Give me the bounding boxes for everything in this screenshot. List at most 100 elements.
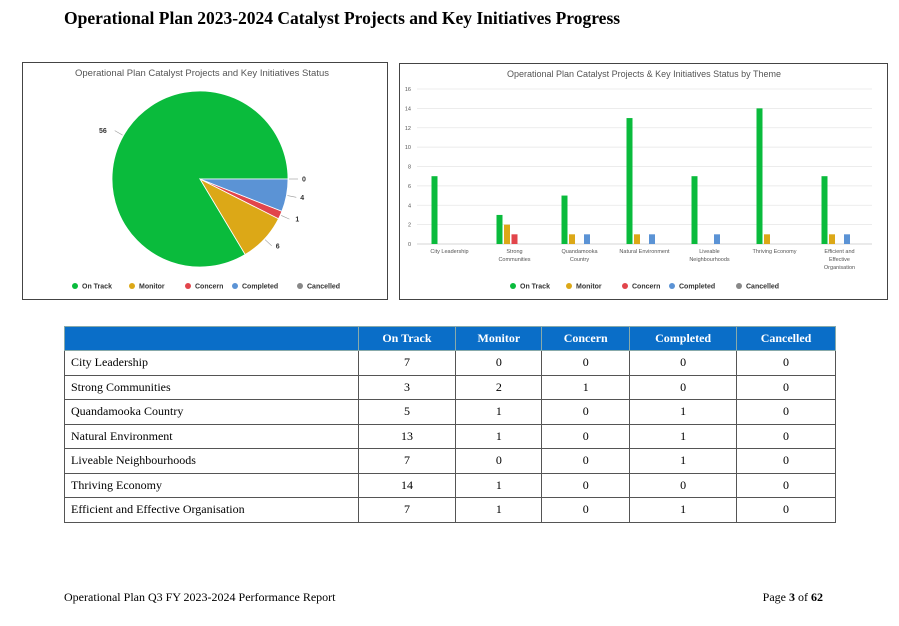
table-cell-theme: Efficient and Effective Organisation (64, 497, 359, 523)
y-tick-label: 2 (408, 223, 411, 229)
y-tick-label: 16 (405, 87, 411, 93)
table-cell-theme: Natural Environment (64, 423, 359, 449)
table-header-cancelled: Cancelled (736, 326, 836, 351)
legend-marker (72, 283, 78, 289)
table-cell: 0 (736, 448, 836, 474)
table-cell: 0 (541, 472, 631, 498)
table-header-on-track: On Track (357, 326, 457, 351)
table-cell: 0 (629, 472, 738, 498)
table-cell: 1 (455, 399, 543, 425)
y-tick-label: 8 (408, 165, 411, 171)
table-row: Efficient and Effective Organisation 7 1… (64, 497, 836, 523)
table-cell-theme: Thriving Economy (64, 472, 359, 498)
table-cell: 0 (541, 497, 631, 523)
pie-leader-line (281, 215, 290, 220)
bar (764, 234, 770, 244)
legend-marker (736, 283, 742, 289)
legend-marker (622, 283, 628, 289)
status-by-theme-bar-chart: Operational Plan Catalyst Projects & Key… (399, 63, 888, 300)
table-cell: 0 (736, 399, 836, 425)
bar-chart-title: Operational Plan Catalyst Projects & Key… (507, 69, 781, 79)
bar (626, 118, 633, 244)
x-category-label: Neighbourhoods (689, 257, 730, 263)
table-cell: 14 (357, 472, 457, 498)
pie-chart-title: Operational Plan Catalyst Projects and K… (75, 68, 329, 79)
page-separator: of (795, 590, 811, 604)
legend-item: Monitor (576, 284, 602, 291)
legend-marker (669, 283, 675, 289)
pie-data-label: 6 (276, 243, 280, 250)
table-cell: 0 (541, 423, 631, 449)
pie-data-label: 0 (302, 177, 306, 184)
table-cell: 0 (736, 350, 836, 376)
y-tick-label: 12 (405, 126, 411, 132)
table-cell: 0 (541, 350, 631, 376)
legend-marker (129, 283, 135, 289)
x-category-label: City Leadership (430, 249, 468, 255)
pie-chart-svg: Operational Plan Catalyst Projects and K… (72, 68, 340, 291)
table-row: Thriving Economy 14 1 0 0 0 (64, 472, 836, 498)
table-cell: 0 (736, 374, 836, 400)
page-current: 3 (789, 590, 795, 604)
table-cell: 7 (357, 497, 457, 523)
bar (504, 224, 510, 244)
table-header-row: On Track Monitor Concern Completed Cance… (64, 326, 836, 351)
table-header-monitor: Monitor (455, 326, 543, 351)
bar (756, 108, 763, 244)
legend-marker (232, 283, 238, 289)
legend-marker (185, 283, 191, 289)
table-cell: 13 (357, 423, 457, 449)
bar (511, 234, 518, 244)
table-cell: 0 (736, 423, 836, 449)
table-cell: 1 (629, 497, 738, 523)
table-cell: 0 (736, 472, 836, 498)
bar (649, 234, 655, 244)
bar (844, 234, 850, 244)
status-pie-chart: Operational Plan Catalyst Projects and K… (22, 62, 388, 300)
x-category-label: Liveable (699, 249, 720, 255)
bar (714, 234, 720, 244)
table-row: City Leadership 7 0 0 0 0 (64, 350, 836, 376)
legend-marker (510, 283, 516, 289)
table-cell: 0 (629, 350, 738, 376)
table-cell: 0 (541, 399, 631, 425)
legend-item: Concern (632, 284, 660, 291)
pie-data-label: 56 (99, 128, 107, 135)
table-header-concern: Concern (541, 326, 631, 351)
y-tick-label: 6 (408, 184, 411, 190)
y-tick-label: 14 (405, 106, 411, 112)
pie-data-label: 1 (295, 217, 299, 224)
table-header-completed: Completed (629, 326, 738, 351)
x-category-label: Quandamooka (561, 249, 598, 255)
legend-item: Cancelled (307, 284, 340, 291)
table-cell: 0 (736, 497, 836, 523)
page-title: Operational Plan 2023-2024 Catalyst Proj… (64, 8, 621, 28)
table-cell: 1 (455, 472, 543, 498)
table-cell: 0 (455, 448, 543, 474)
table-cell: 7 (357, 350, 457, 376)
legend-item: Completed (679, 284, 715, 291)
page-total: 62 (811, 590, 823, 604)
x-category-label: Efficient and (824, 249, 854, 255)
legend-item: Completed (242, 284, 278, 291)
bar (691, 176, 698, 244)
legend-item: On Track (520, 284, 550, 291)
table-cell: 1 (629, 448, 738, 474)
bar (569, 234, 575, 244)
table-cell-theme: Liveable Neighbourhoods (64, 448, 359, 474)
bar (561, 195, 568, 244)
table-row: Liveable Neighbourhoods 7 0 0 1 0 (64, 448, 836, 474)
legend-item: Monitor (139, 284, 165, 291)
y-tick-label: 0 (408, 242, 411, 248)
table-cell: 0 (541, 448, 631, 474)
legend-marker (297, 283, 303, 289)
footer-page-number: Page 3 of 62 (763, 590, 823, 605)
table-row: Quandamooka Country 5 1 0 1 0 (64, 399, 836, 425)
table-cell: 2 (455, 374, 543, 400)
bar (496, 214, 503, 244)
footer-report-name: Operational Plan Q3 FY 2023-2024 Perform… (64, 590, 336, 604)
x-category-label: Strong (506, 249, 522, 255)
bar-chart-svg: Operational Plan Catalyst Projects & Key… (405, 69, 872, 291)
y-tick-label: 4 (408, 203, 411, 209)
x-category-label: Effective (829, 257, 850, 263)
